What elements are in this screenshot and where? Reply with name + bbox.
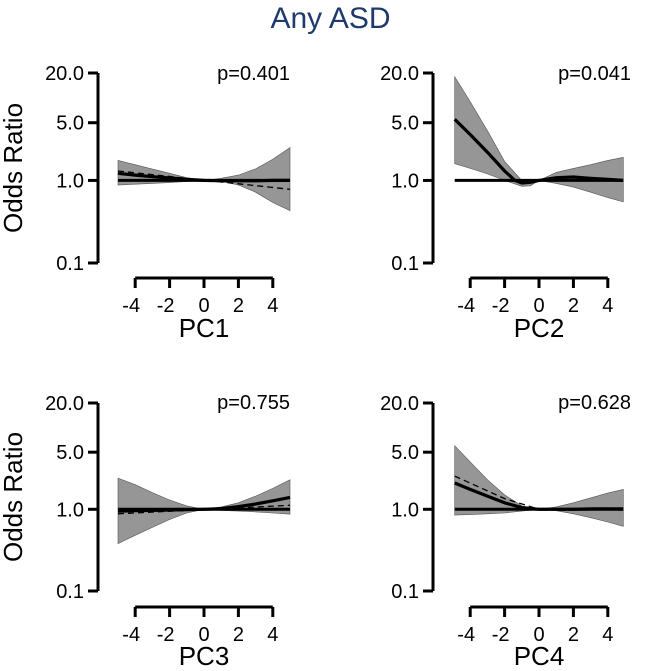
x-tick-label: 4 <box>602 624 613 646</box>
x-tick-label: -4 <box>457 295 475 317</box>
series-line-linear <box>117 504 291 515</box>
x-axis-label: PC1 <box>179 313 230 343</box>
x-tick-label: 2 <box>233 295 244 317</box>
y-tick-label: 20.0 <box>380 393 419 415</box>
x-tick-label: -4 <box>122 624 140 646</box>
x-axis-label: PC4 <box>514 641 565 671</box>
chart-panel-pc2: 0.1 1.0 5.0 20.0 -4 -2 0 2 4 PC2 p=0.041 <box>380 63 631 343</box>
series-line-linear <box>117 170 291 190</box>
y-tick-label: 5.0 <box>391 113 419 135</box>
chart-panel-pc3: 0.1 1.0 5.0 20.0 -4 -2 0 2 4 PC3 Odds Ratio p=0.755 <box>0 392 291 671</box>
x-tick-label: 2 <box>568 295 579 317</box>
y-tick-label: 20.0 <box>380 63 419 85</box>
y-tick-label: 1.0 <box>56 170 84 192</box>
y-tick-label: 1.0 <box>391 170 419 192</box>
x-tick-label: 4 <box>602 295 613 317</box>
x-tick-label: 4 <box>267 624 278 646</box>
x-tick-label: -4 <box>122 295 140 317</box>
chart-panel-pc4: 0.1 1.0 5.0 20.0 -4 -2 0 2 4 PC4 p=0.628 <box>380 392 631 671</box>
p-value-annotation: p=0.755 <box>217 392 290 414</box>
y-tick-label: 5.0 <box>56 113 84 135</box>
y-tick-label: 0.1 <box>56 581 84 603</box>
y-tick-label: 5.0 <box>391 442 419 464</box>
y-tick-label: 20.0 <box>45 63 84 85</box>
x-tick-label: -2 <box>492 295 510 317</box>
figure-title: Any ASD <box>270 2 391 35</box>
x-tick-label: 0 <box>533 295 544 317</box>
series-line-spline <box>453 118 624 185</box>
y-tick-label: 0.1 <box>391 253 419 275</box>
x-axis-label: PC3 <box>179 641 230 671</box>
y-axis-label: Odds Ratio <box>0 103 28 233</box>
confidence-band <box>454 444 624 527</box>
y-tick-label: 0.1 <box>391 581 419 603</box>
y-tick-label: 20.0 <box>45 393 84 415</box>
p-value-annotation: p=0.628 <box>558 392 631 414</box>
x-tick-label: 0 <box>198 624 209 646</box>
y-axis-label: Odds Ratio <box>0 432 28 562</box>
x-tick-label: 0 <box>533 624 544 646</box>
x-tick-label: -2 <box>157 624 175 646</box>
x-tick-label: -2 <box>157 295 175 317</box>
x-tick-label: -2 <box>492 624 510 646</box>
p-value-annotation: p=0.401 <box>217 63 290 85</box>
y-tick-label: 0.1 <box>56 253 84 275</box>
y-tick-label: 1.0 <box>56 499 84 521</box>
x-tick-label: 0 <box>198 295 209 317</box>
x-tick-label: -4 <box>457 624 475 646</box>
y-tick-label: 5.0 <box>56 442 84 464</box>
p-value-annotation: p=0.041 <box>558 63 631 85</box>
y-tick-label: 1.0 <box>391 499 419 521</box>
confidence-band <box>454 75 624 203</box>
chart-panel-pc1: 0.1 1.0 5.0 20.0 -4 -2 0 2 4 PC1 Odds Ratio p=0.401 <box>0 63 291 343</box>
x-tick-label: 2 <box>233 624 244 646</box>
x-tick-label: 4 <box>267 295 278 317</box>
x-axis-label: PC2 <box>514 313 565 343</box>
x-tick-label: 2 <box>568 624 579 646</box>
